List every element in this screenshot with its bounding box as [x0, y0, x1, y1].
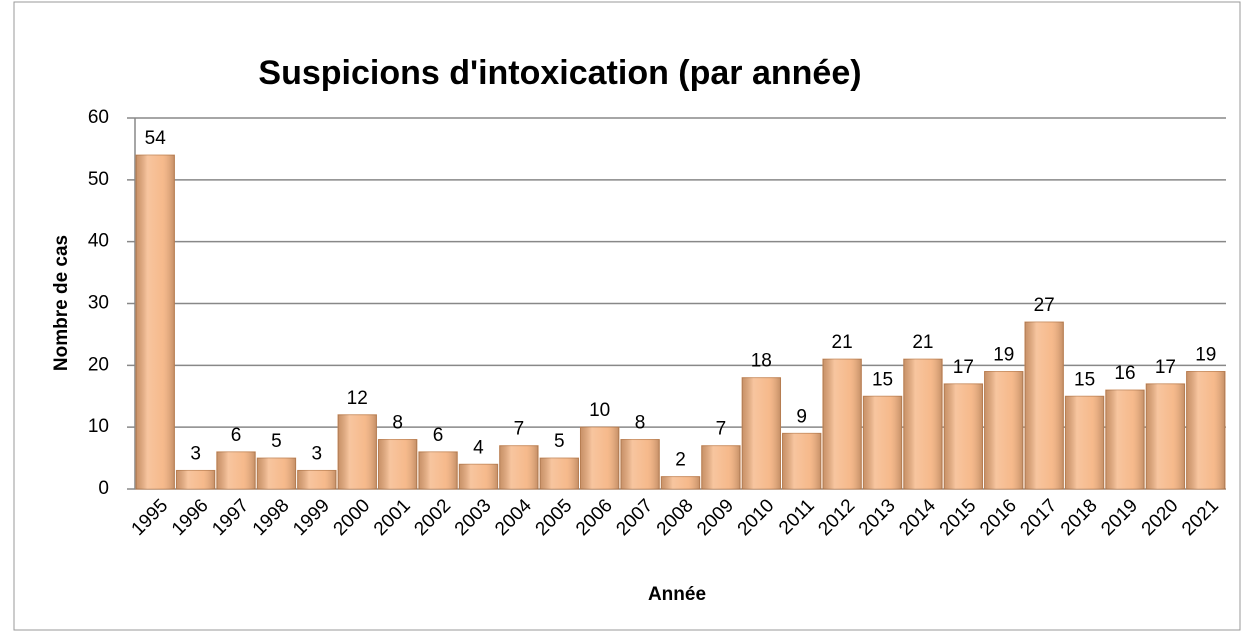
bar: [579, 426, 620, 490]
bar: [539, 457, 579, 490]
bar: [418, 451, 458, 490]
value-label: 18: [751, 351, 772, 372]
bar: [620, 439, 660, 490]
y-tick-label: 0: [98, 478, 109, 499]
bar: [943, 383, 984, 490]
value-label: 21: [832, 332, 853, 353]
value-label: 6: [231, 425, 242, 446]
bar: [660, 476, 701, 490]
value-label: 15: [872, 369, 893, 390]
value-label: 5: [271, 431, 282, 452]
bar: [1105, 389, 1145, 490]
value-label: 17: [953, 357, 974, 378]
value-label: 12: [347, 388, 368, 409]
value-label: 16: [1114, 363, 1135, 384]
x-axis-title: Année: [648, 584, 706, 605]
value-label: 9: [796, 406, 807, 427]
bar: [862, 395, 903, 490]
y-tick-label: 30: [88, 293, 109, 314]
bar: [256, 457, 297, 490]
y-tick-label: 10: [88, 416, 109, 437]
y-tick-label: 60: [88, 107, 109, 128]
value-label: 15: [1074, 369, 1095, 390]
bar: [175, 469, 216, 490]
bar: [216, 451, 256, 490]
bar: [499, 445, 539, 490]
value-label: 3: [312, 443, 323, 464]
chart-title: Suspicions d'intoxication (par année): [258, 54, 861, 92]
bar: [337, 414, 377, 490]
value-label: 4: [473, 437, 484, 458]
bar: [297, 469, 337, 490]
value-label: 8: [392, 413, 403, 434]
bar: [782, 432, 822, 490]
bar: [1145, 383, 1186, 490]
value-label: 19: [993, 345, 1014, 366]
value-label: 3: [190, 443, 201, 464]
value-label: 19: [1195, 345, 1216, 366]
bar: [822, 358, 862, 490]
bar: [458, 463, 499, 490]
bar: [1024, 321, 1064, 490]
bar: [701, 445, 741, 490]
bar: [377, 439, 418, 490]
value-label: 7: [716, 419, 727, 440]
value-label: 27: [1034, 295, 1055, 316]
value-label: 17: [1155, 357, 1176, 378]
value-label: 54: [145, 128, 167, 149]
bar: [135, 154, 175, 490]
value-label: 10: [589, 400, 610, 421]
y-tick-label: 40: [88, 231, 109, 252]
chart-frame: [13, 1, 1241, 631]
value-label: 8: [635, 413, 646, 434]
value-label: 2: [675, 450, 686, 471]
value-label: 7: [514, 419, 525, 440]
bar: [984, 371, 1024, 490]
y-tick-label: 50: [88, 169, 109, 190]
y-axis-title: Nombre de cas: [51, 235, 72, 371]
y-tick-label: 20: [88, 354, 109, 375]
bar: [1186, 371, 1226, 490]
value-label: 6: [433, 425, 444, 446]
bar: [741, 377, 782, 490]
bar: [1064, 395, 1105, 490]
value-label: 5: [554, 431, 565, 452]
bar: [903, 358, 943, 490]
value-label: 21: [912, 332, 933, 353]
